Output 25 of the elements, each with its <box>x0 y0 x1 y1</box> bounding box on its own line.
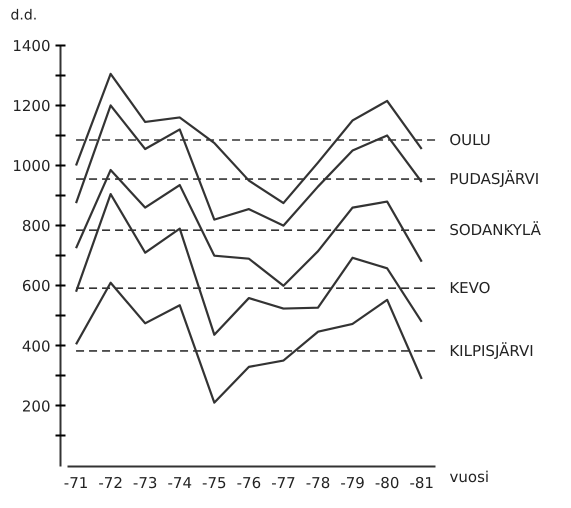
x-tick-label: -73 <box>132 474 158 492</box>
x-tick-label: -75 <box>202 474 227 492</box>
x-tick-label: -78 <box>306 474 330 492</box>
text: SODANKYLÄ <box>449 221 542 240</box>
x-tick-label: -72 <box>98 474 123 492</box>
x-tick-label: -77 <box>271 474 296 492</box>
x-tick-label: -76 <box>236 474 262 492</box>
x-tick-label: -81 <box>409 474 434 492</box>
y-tick-label: 800 <box>22 217 51 236</box>
x-tick-label: -80 <box>374 474 400 492</box>
x-axis-title: vuosi <box>450 468 490 486</box>
y-tick-label: 1400 <box>12 36 51 55</box>
y-tick-label: 1200 <box>12 96 51 115</box>
x-tick-label: -71 <box>64 474 88 492</box>
y-tick-label: 600 <box>22 277 51 296</box>
series-label: OULU <box>449 130 491 149</box>
text: KILPISJÄRVI <box>449 342 534 360</box>
y-tick-label: 400 <box>22 337 51 356</box>
series-label: PUDASJÄRVI <box>449 170 540 188</box>
y-tick-label: 200 <box>22 397 51 416</box>
y-tick-label: 1000 <box>12 157 51 176</box>
x-tick-label: -74 <box>168 474 192 492</box>
x-tick-label: -79 <box>340 474 365 492</box>
text: KEVO <box>449 279 490 298</box>
y-axis-title: d.d. <box>10 8 38 24</box>
